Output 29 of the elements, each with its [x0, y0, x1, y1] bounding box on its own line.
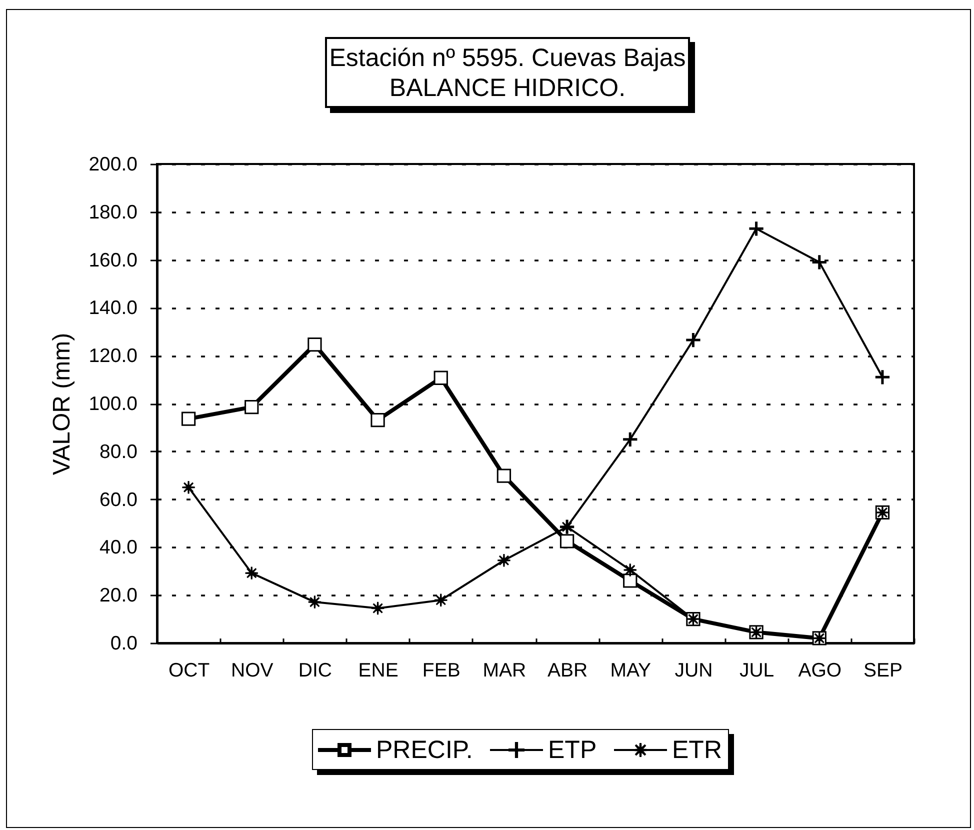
y-axis-title: VALOR (mm)	[48, 332, 76, 476]
y-tick-label: 60.0	[100, 488, 138, 511]
y-tick-label: 180.0	[88, 201, 138, 224]
y-tick-label: 200.0	[88, 154, 138, 176]
x-tick-label: FEB	[422, 660, 460, 682]
x-tick-label: MAR	[482, 660, 526, 682]
y-tick-label: 160.0	[88, 249, 138, 272]
y-tick-label: 100.0	[88, 393, 138, 415]
legend-label: ETP	[548, 736, 597, 764]
x-tick-label: ENE	[358, 660, 398, 682]
y-tick-label: 40.0	[100, 536, 138, 559]
x-tick-label: OCT	[168, 660, 210, 682]
y-tick-label: 0.0	[110, 632, 138, 654]
legend-label: ETR	[672, 736, 722, 764]
y-tick-label: 140.0	[88, 297, 138, 320]
y-tick-label: 20.0	[100, 584, 138, 607]
x-tick-label: JUN	[674, 660, 713, 682]
x-tick-label: ABR	[547, 660, 588, 682]
x-tick-label: JUL	[739, 660, 774, 682]
x-tick-label: NOV	[230, 660, 274, 682]
y-tick-label: 80.0	[100, 440, 138, 463]
chart-subtitle: BALANCE HIDRICO.	[389, 72, 626, 102]
x-tick-label: MAY	[610, 660, 652, 682]
x-tick-label: SEP	[863, 660, 902, 682]
x-tick-label: DIC	[298, 660, 332, 682]
legend-label: PRECIP.	[376, 736, 473, 764]
x-tick-label: AGO	[798, 660, 842, 682]
chart-title: Estación nº 5595. Cuevas Bajas	[329, 42, 686, 72]
y-tick-label: 120.0	[88, 345, 138, 368]
